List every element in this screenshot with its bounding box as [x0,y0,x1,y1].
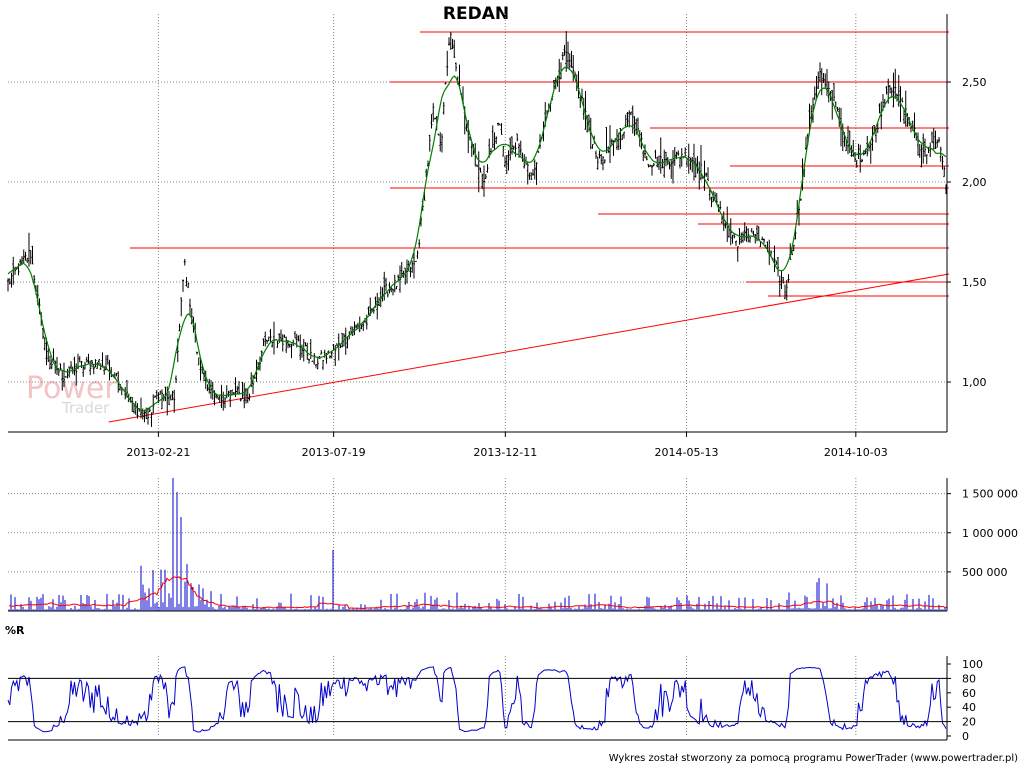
price-y-tick-label: 1,00 [962,376,987,389]
support-lines [108,31,950,423]
x-tick-label: 2013-07-19 [302,446,366,459]
trend-line [108,273,950,423]
price-y-tick-label: 1,50 [962,276,987,289]
volume-axes: 500 000 1 000 000 1 500 000 [8,478,1018,612]
volume-moving-average [8,576,948,610]
x-tick-label: 2013-02-21 [126,446,190,459]
chart-title: REDAN [443,4,509,24]
volume-y-tick-label: 1 500 000 [962,488,1018,501]
volume-y-tick-label: 500 000 [962,566,1008,579]
wr-line [7,666,947,733]
volume-bars [8,478,948,611]
price-y-tick-label: 2,50 [962,76,987,89]
wr-y-tick-label: 100 [962,658,983,671]
wr-y-tick-label: 40 [962,701,976,714]
wr-y-tick-label: 20 [962,716,976,729]
footer-credit: Wykres został stworzony za pomocą progra… [609,753,1018,764]
grid-lines [8,14,947,736]
wr-line [7,666,947,733]
ma-line [7,66,947,412]
x-tick-label: 2014-10-03 [824,446,888,459]
x-tick-label: 2014-05-13 [655,446,719,459]
wr-y-tick-label: 0 [962,730,969,743]
wr-panel-label: %R [5,624,25,637]
watermark-trader: Trader [61,399,110,417]
wr-y-tick-label: 60 [962,687,976,700]
price-bars [7,31,947,427]
volume-ma-line [8,576,948,610]
price-axes: 1,00 1,50 2,00 2,50 2013-02-21 2013-07-19 2013… [8,14,987,459]
wr-y-tick-label: 80 [962,672,976,685]
price-y-tick-label: 2,00 [962,176,987,189]
moving-average [7,66,947,412]
x-tick-label: 2013-12-11 [473,446,537,459]
volume-y-tick-label: 1 000 000 [962,527,1018,540]
watermark-power: Power [26,371,117,406]
